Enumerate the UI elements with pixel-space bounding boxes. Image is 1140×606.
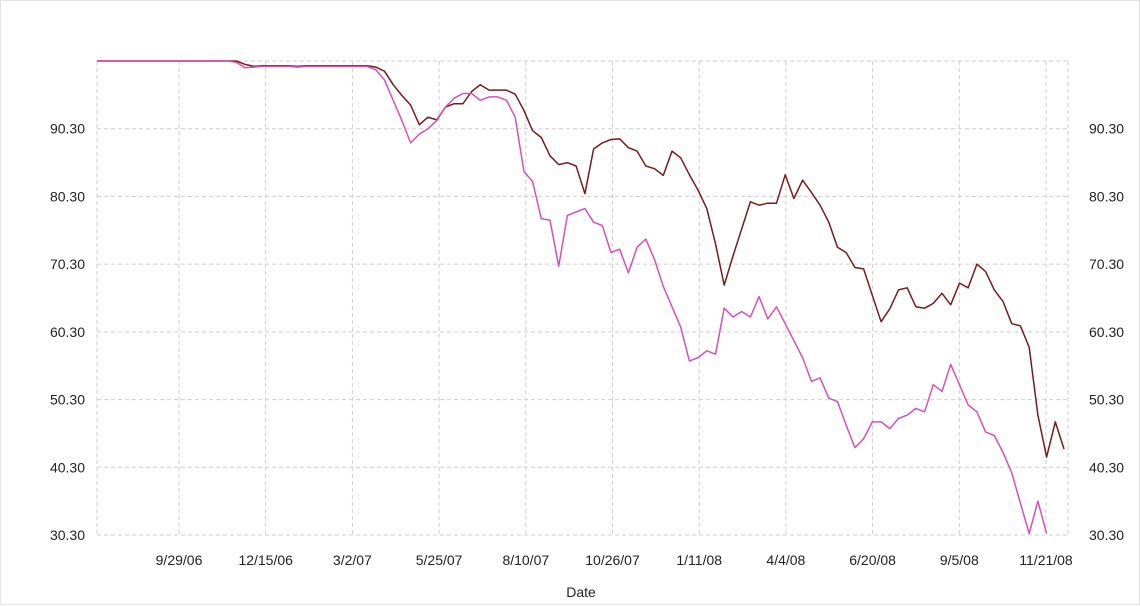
x-tick-label: 10/26/07 — [585, 552, 640, 568]
y-tick-label-right: 80.30 — [1089, 188, 1124, 204]
x-tick-label: 5/25/07 — [416, 552, 463, 568]
x-tick-label: 6/20/08 — [849, 552, 896, 568]
grid — [96, 60, 1069, 536]
series-layer — [97, 60, 1065, 535]
y-tick-label-left: 40.30 — [50, 459, 85, 475]
x-tick-label: 11/21/08 — [1019, 552, 1073, 568]
x-tick-label: 3/2/07 — [333, 552, 372, 568]
y-tick-label-right: 50.30 — [1089, 392, 1124, 408]
y-tick-label-right: 60.30 — [1089, 324, 1124, 340]
x-tick-label: 12/15/06 — [238, 552, 293, 568]
x-tick-label: 8/10/07 — [502, 552, 549, 568]
y-tick-label-left: 50.30 — [50, 392, 85, 408]
y-tick-label-left: 70.30 — [50, 256, 85, 272]
x-tick-label: 9/5/08 — [940, 552, 979, 568]
series-line-2 — [97, 60, 1048, 535]
y-tick-label-right: 30.30 — [1089, 527, 1124, 543]
y-tick-label-left: 60.30 — [50, 324, 85, 340]
x-tick-label: 9/29/06 — [156, 552, 203, 568]
y-tick-label-left: 80.30 — [50, 188, 85, 204]
y-tick-label-right: 70.30 — [1089, 256, 1124, 272]
y-tick-label-right: 40.30 — [1089, 459, 1124, 475]
tick-labels: 30.30 30.30 40.30 40.30 50.30 50.30 60.30 60.30… — [50, 121, 1124, 568]
y-tick-label-left: 30.30 — [50, 527, 85, 543]
y-tick-label-right: 90.30 — [1089, 121, 1124, 137]
x-axis-title: Date — [566, 584, 596, 600]
x-tick-label: 1/11/08 — [676, 552, 722, 568]
x-tick-label: 4/4/08 — [766, 552, 805, 568]
series-line-1 — [97, 60, 1065, 458]
y-tick-label-left: 90.30 — [50, 121, 85, 137]
